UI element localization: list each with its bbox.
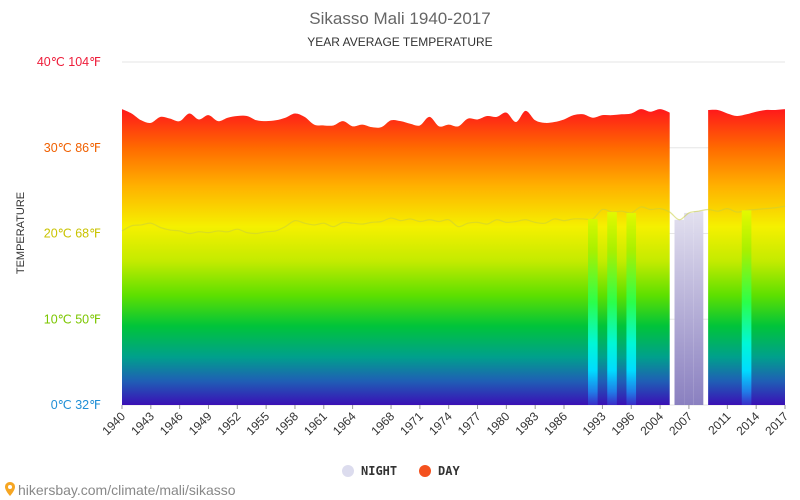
x-tick-label: 1952 xyxy=(215,409,244,438)
legend-item-night[interactable]: NIGHT xyxy=(342,464,397,478)
night-only-bar xyxy=(674,219,685,405)
legend-night-label: NIGHT xyxy=(361,464,397,478)
x-tick-label: 1986 xyxy=(541,409,570,438)
y-axis-label: TEMPERATURE xyxy=(15,192,27,274)
x-tick-label: 1940 xyxy=(99,409,128,438)
location-pin-icon xyxy=(5,482,15,496)
x-tick-label: 1943 xyxy=(128,409,157,438)
chart-title: Sikasso Mali 1940-2017 xyxy=(309,9,490,28)
x-tick-label: 2017 xyxy=(762,409,791,438)
x-tick-label: 2004 xyxy=(637,409,666,438)
night-line xyxy=(121,205,786,235)
night-highlight-bar xyxy=(588,218,598,405)
y-axis-ticks: 0℃ 32℉ 10℃ 50℉ 20℃ 68℉ 30℃ 86℉ 40℃ 104℉ xyxy=(37,55,101,412)
x-tick-label: 1961 xyxy=(301,409,330,438)
legend: NIGHT DAY xyxy=(342,464,460,478)
night-highlight-bar xyxy=(607,212,617,405)
x-tick-label: 1955 xyxy=(243,409,272,438)
night-highlight-bar xyxy=(626,212,637,405)
legend-day-marker xyxy=(419,465,431,477)
x-axis-ticks: 1940 1943 1946 1949 1952 1955 1958 1961 1964 1968… xyxy=(99,405,791,438)
x-tick-label: 1977 xyxy=(455,409,484,438)
night-only-bar xyxy=(693,211,704,405)
x-tick-label: 2007 xyxy=(666,409,695,438)
y-tick-label: 10℃ 50℉ xyxy=(44,312,101,326)
y-tick-label: 20℃ 68℉ xyxy=(44,227,101,241)
plot-area xyxy=(121,109,786,406)
chart-subtitle: YEAR AVERAGE TEMPERATURE xyxy=(307,35,492,49)
x-tick-label: 1971 xyxy=(397,409,426,438)
source-link[interactable]: hikersbay.com/climate/mali/sikasso xyxy=(5,482,236,498)
x-tick-label: 1983 xyxy=(513,409,542,438)
x-tick-label: 1946 xyxy=(157,409,186,438)
x-tick-label: 2014 xyxy=(734,409,763,438)
y-tick-label: 0℃ 32℉ xyxy=(51,398,101,412)
x-tick-label: 2011 xyxy=(705,409,733,437)
y-tick-label: 30℃ 86℉ xyxy=(44,141,101,155)
x-tick-label: 1996 xyxy=(609,409,638,438)
x-tick-label: 1958 xyxy=(272,409,301,438)
legend-item-day[interactable]: DAY xyxy=(419,464,460,478)
legend-day-label: DAY xyxy=(438,464,460,478)
night-highlight-bar xyxy=(741,210,752,405)
x-tick-label: 1993 xyxy=(580,409,609,438)
x-tick-label: 1980 xyxy=(484,409,513,438)
y-tick-label: 40℃ 104℉ xyxy=(37,55,101,69)
source-url: hikersbay.com/climate/mali/sikasso xyxy=(18,482,236,498)
day-area xyxy=(122,109,670,406)
x-tick-label: 1968 xyxy=(368,409,397,438)
x-tick-label: 1964 xyxy=(330,409,359,438)
legend-night-marker xyxy=(342,465,354,477)
x-tick-label: 1974 xyxy=(426,409,455,438)
night-only-bar xyxy=(684,212,694,405)
x-tick-label: 1949 xyxy=(186,409,215,438)
